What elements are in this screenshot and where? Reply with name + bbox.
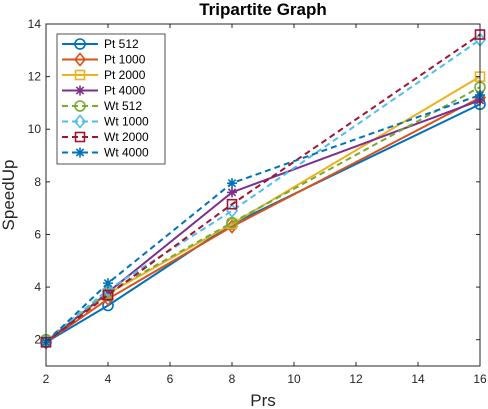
legend-label-pt-1000: Pt 1000 <box>104 53 146 67</box>
legend-label-pt-4000: Pt 4000 <box>104 84 146 98</box>
data-point-pt-4000 <box>227 187 237 198</box>
data-point-wt-2000 <box>226 198 238 210</box>
legend-box <box>56 33 166 165</box>
legend-label-wt-512: Wt 512 <box>104 99 142 113</box>
legend-item-pt-2000: Pt 2000 <box>62 68 146 82</box>
legend-item-wt-4000: Wt 4000 <box>62 146 149 160</box>
legend-label-wt-2000: Wt 2000 <box>104 130 149 144</box>
series-line-pt-1000 <box>45 96 481 344</box>
legend-item-wt-512: Wt 512 <box>62 99 142 113</box>
x-tick-label: 8 <box>229 372 236 386</box>
x-tick-label: 16 <box>473 372 487 386</box>
x-axis-label: Prs <box>250 391 276 409</box>
axes-layer: 2 4 6 8 10 12 14 16 2 4 6 8 10 12 14 <box>28 17 487 386</box>
legend-item-wt-1000: Wt 1000 <box>62 114 149 129</box>
x-tick-label: 10 <box>287 372 301 386</box>
legend-label-pt-512: Pt 512 <box>104 37 139 51</box>
y-tick-label: 12 <box>28 70 42 84</box>
legend-label-wt-4000: Wt 4000 <box>104 146 149 160</box>
data-point-wt-4000 <box>103 278 113 289</box>
data-point-pt-4000 <box>103 287 113 298</box>
legend-label-wt-1000: Wt 1000 <box>104 115 149 129</box>
x-tick-label: 4 <box>105 372 112 386</box>
y-tick-label: 2 <box>34 333 41 347</box>
y-tick-label: 6 <box>34 227 41 241</box>
legend-item-pt-4000: Pt 4000 <box>62 84 146 98</box>
x-tick-label: 2 <box>43 372 50 386</box>
legend-marker-pt-512 <box>74 38 86 50</box>
x-tick-label: 12 <box>349 372 363 386</box>
data-point-wt-2000 <box>102 289 114 301</box>
y-tick-label: 14 <box>28 17 42 31</box>
data-point-wt-1000 <box>101 282 115 297</box>
y-tick-label: 8 <box>34 175 41 189</box>
legend-label-pt-2000: Pt 2000 <box>104 68 146 82</box>
series-line-wt-512 <box>45 86 481 341</box>
x-tick-label: 14 <box>411 372 425 386</box>
y-axis-label: SpeedUp <box>0 160 18 231</box>
series-line-wt-4000 <box>45 94 481 344</box>
legend-marker-wt-4000 <box>75 147 85 158</box>
y-tick-label: 10 <box>28 122 42 136</box>
data-point-pt-512 <box>102 299 114 312</box>
legend-item-wt-2000: Wt 2000 <box>62 130 149 144</box>
series-line-pt-512 <box>45 103 481 344</box>
data-point-wt-4000 <box>227 178 237 189</box>
legend-marker-pt-1000 <box>73 52 87 67</box>
legend-marker-pt-2000 <box>74 69 86 81</box>
legend-marker-wt-512 <box>74 100 86 112</box>
series-line-pt-4000 <box>45 99 481 344</box>
legend-marker-wt-1000 <box>73 114 87 129</box>
y-tick-label: 4 <box>34 280 41 294</box>
legend-item-pt-512: Pt 512 <box>62 37 139 51</box>
series-line-wt-2000 <box>45 33 481 344</box>
data-point-pt-1000 <box>225 219 239 234</box>
x-tick-label: 6 <box>167 372 174 386</box>
axes-box <box>45 23 481 367</box>
legend-marker-pt-4000 <box>75 85 85 96</box>
legend-item-pt-1000: Pt 1000 <box>62 52 146 67</box>
legend-marker-wt-2000 <box>74 131 86 143</box>
chart-title: Tripartite Graph <box>199 0 327 19</box>
